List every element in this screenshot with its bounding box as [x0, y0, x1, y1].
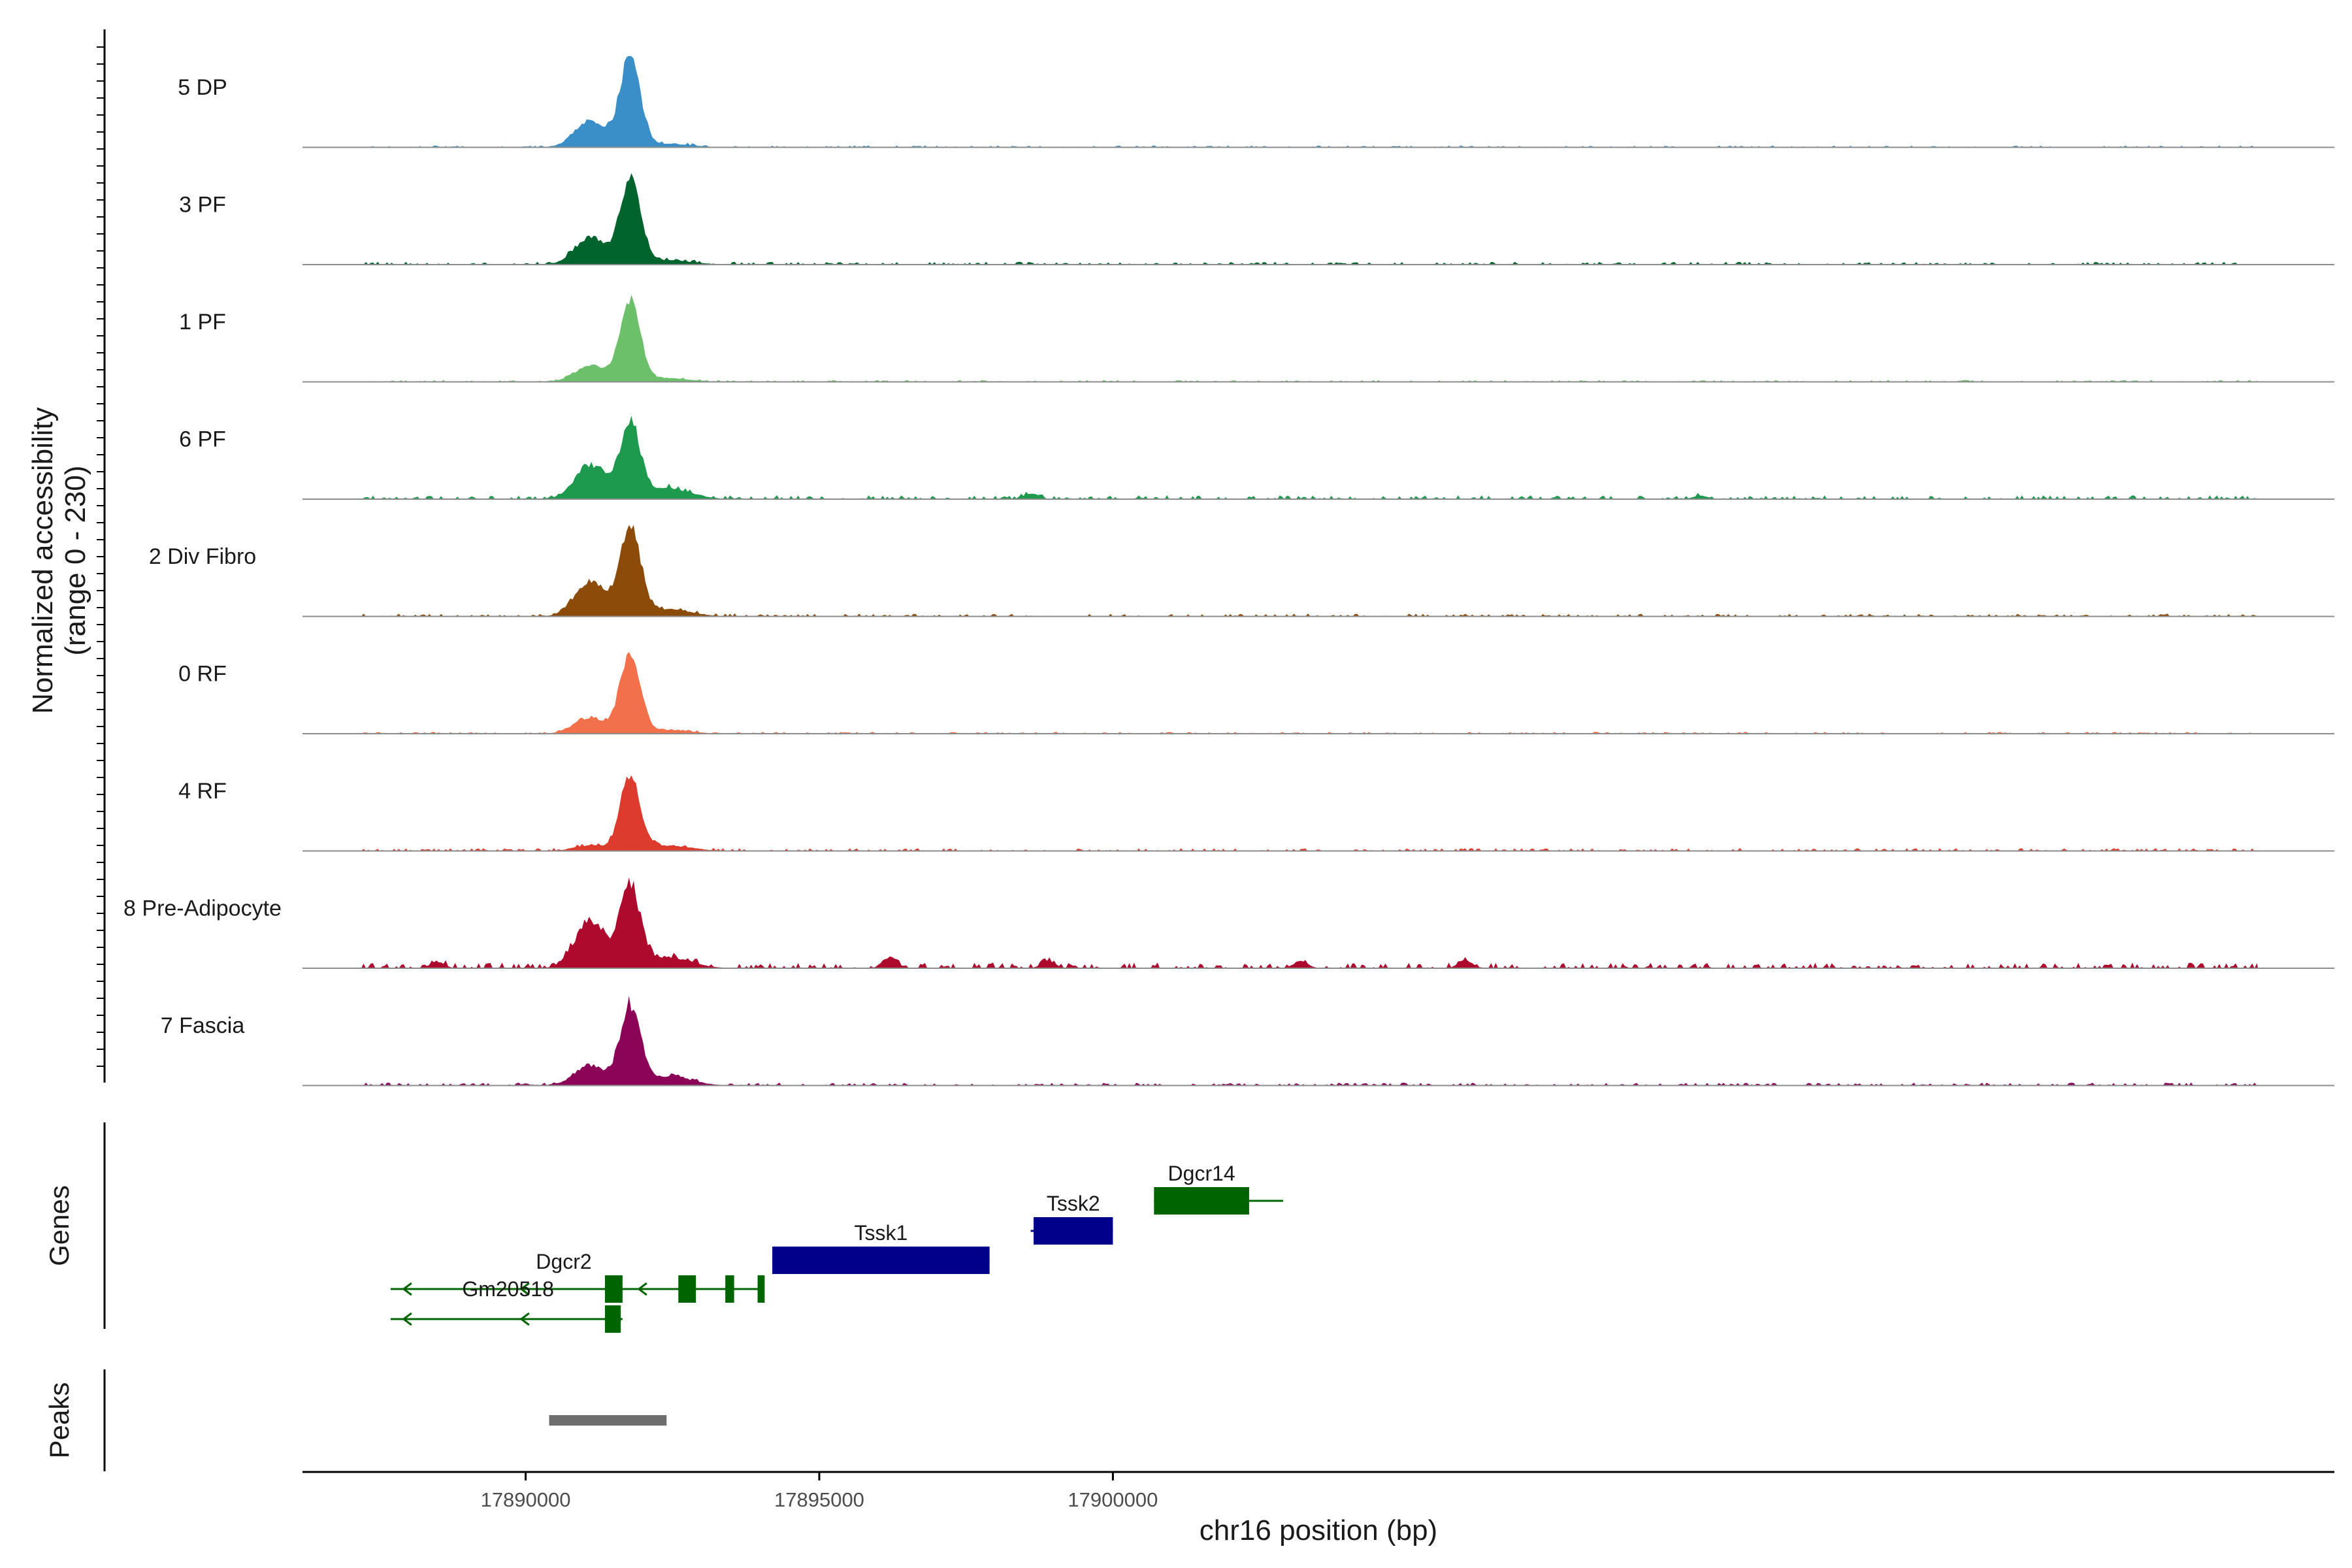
gene-exon [1154, 1187, 1249, 1215]
gene-label-tssk2: Tssk2 [1047, 1192, 1100, 1215]
gene-exon [725, 1275, 734, 1303]
track-area-3 [361, 416, 2259, 499]
gene-exon [772, 1247, 990, 1274]
track-area-5 [361, 651, 2259, 734]
gene-exon [604, 1305, 621, 1333]
gene-exon [757, 1275, 765, 1303]
track-area-2 [361, 295, 2259, 382]
y-axis-ticks [97, 29, 106, 1083]
coverage-tracks: 5 DP 3 PF 1 PF 6 PF 2 Div Fibro 0 RF 4 RF 8 Pre… [123, 56, 2334, 1086]
track-label-1: 3 PF [179, 193, 226, 218]
track-area-8 [361, 996, 2259, 1086]
gene-label-dgcr14: Dgcr14 [1168, 1162, 1235, 1185]
peak-bar-0 [549, 1415, 667, 1426]
gene-label-gm20518: Gm20518 [462, 1277, 554, 1301]
track-label-4: 2 Div Fibro [149, 544, 256, 569]
x-axis-title: chr16 position (bp) [1200, 1514, 1437, 1546]
track-label-6: 4 RF [178, 779, 227, 804]
track-label-7: 8 Pre-Adipocyte [123, 896, 282, 921]
gene-label-tssk1: Tssk1 [854, 1221, 907, 1245]
strand-arrow [402, 1312, 412, 1326]
x-tick-label: 17895000 [774, 1488, 864, 1511]
strand-arrow [637, 1282, 647, 1296]
x-tick-label: 17900000 [1068, 1488, 1158, 1511]
strand-arrow [519, 1282, 530, 1296]
track-area-0 [361, 56, 2259, 148]
y-axis-title: Normalized accessibility [27, 407, 59, 713]
gene-exon [1034, 1217, 1113, 1245]
x-axis-ticks: 17890000 17895000 17900000 [481, 1472, 1158, 1511]
y-axis-range: (range 0 - 230) [59, 465, 91, 655]
track-area-7 [361, 877, 2259, 968]
track-label-0: 5 DP [178, 75, 227, 100]
strand-arrow [519, 1312, 530, 1326]
gene-exon [678, 1275, 696, 1303]
x-tick-label: 17890000 [481, 1488, 571, 1511]
peaks-panel-label: Peaks [44, 1382, 74, 1459]
gene-exon [604, 1275, 623, 1303]
track-label-3: 6 PF [179, 427, 226, 452]
genes-panel-label: Genes [44, 1185, 74, 1266]
track-area-1 [361, 173, 2259, 265]
track-area-4 [361, 525, 2259, 617]
gene-annotation-track: Dgcr2 Gm20518 Tssk1 Tssk2 Dgcr14 [390, 1162, 1284, 1333]
track-label-2: 1 PF [179, 310, 226, 335]
track-label-5: 0 RF [178, 662, 227, 687]
track-label-8: 7 Fascia [161, 1013, 245, 1038]
peaks-track [549, 1415, 667, 1426]
strand-arrow [402, 1282, 412, 1296]
track-area-6 [361, 775, 2259, 851]
gene-label-dgcr2: Dgcr2 [536, 1250, 591, 1273]
